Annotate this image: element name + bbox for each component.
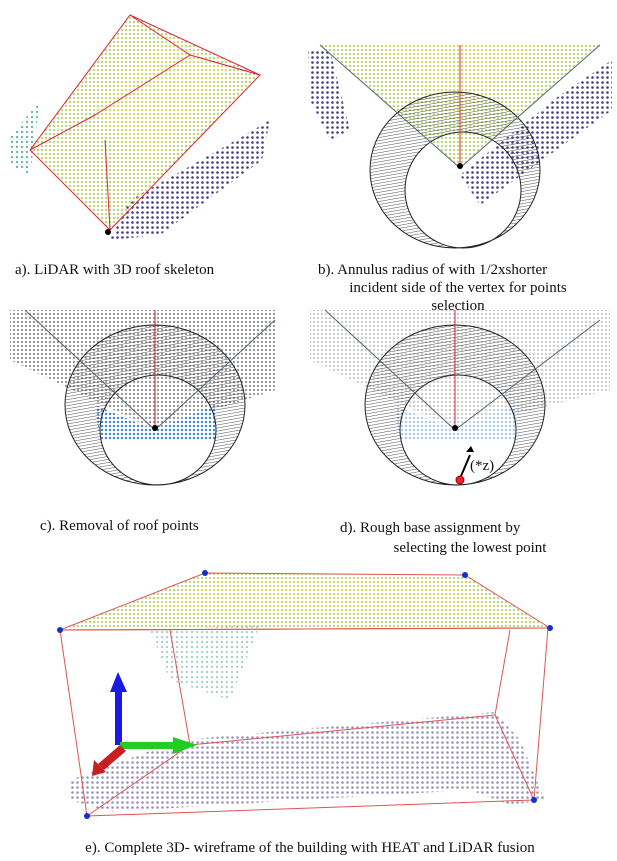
point-cloud — [8, 100, 40, 175]
vertex — [105, 229, 111, 235]
caption: e). Complete 3D- wireframe of the buildi… — [85, 840, 535, 856]
caption: b). Annulus radius of with 1/2xshorter — [318, 262, 547, 278]
page: {"panels": [ {"caption": ["a). LiDAR wit… — [0, 0, 617, 861]
caption: a). LiDAR with 3D roof skeleton — [15, 262, 215, 278]
lowest-point — [456, 476, 464, 484]
panel-a-image — [8, 15, 270, 240]
point-cloud — [150, 625, 260, 700]
caption: selecting the lowest point — [394, 540, 548, 556]
panel-b-image — [308, 45, 612, 248]
caption: incident side of the vertex for points — [349, 280, 567, 296]
panel-e-image — [57, 570, 553, 819]
vertex — [457, 163, 463, 169]
caption: d). Rough base assignment by — [340, 520, 521, 536]
vertex — [152, 425, 158, 431]
panel-d-image: (*z) — [310, 310, 610, 485]
arrow-head — [466, 446, 474, 452]
arrow — [461, 455, 470, 476]
vertex — [452, 425, 458, 431]
point-cloud — [70, 712, 545, 812]
annotation: (*z) — [470, 458, 494, 474]
figure: a). LiDAR with 3D roof skeleton b). Annu… — [0, 0, 617, 861]
caption: c). Removal of roof points — [40, 518, 199, 534]
panel-c-image — [10, 310, 275, 485]
